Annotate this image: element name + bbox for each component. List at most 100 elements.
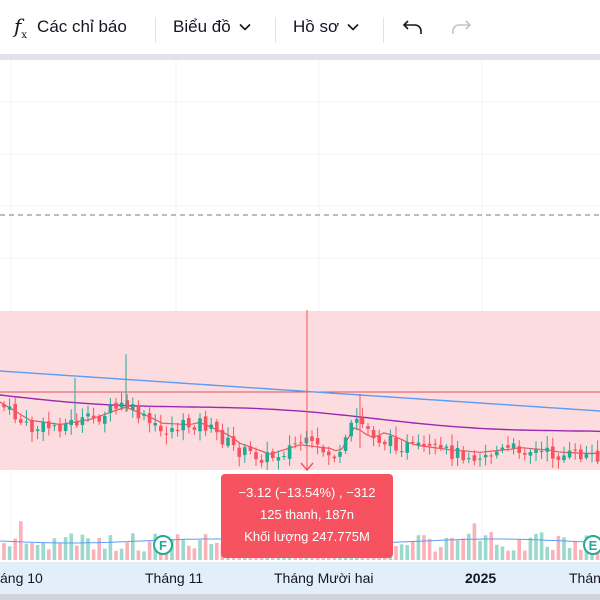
candle-body xyxy=(19,419,23,423)
candle-body xyxy=(343,437,348,451)
candle-body xyxy=(136,404,141,419)
candle-body xyxy=(293,443,297,445)
candle-body xyxy=(231,436,236,446)
candle-body xyxy=(282,455,286,457)
profile-dropdown[interactable]: Hồ sơ xyxy=(293,10,359,44)
volume-bar xyxy=(47,549,51,560)
volume-bar xyxy=(91,549,96,560)
volume-bar xyxy=(19,521,23,560)
volume-bar xyxy=(394,545,398,560)
candle-body xyxy=(63,423,68,432)
volume-bar xyxy=(506,550,510,560)
candle-body xyxy=(388,435,393,447)
volume-bar xyxy=(86,538,90,560)
profile-label: Hồ sơ xyxy=(293,17,340,36)
volume-bar xyxy=(103,548,107,560)
volume-bar xyxy=(511,550,516,560)
indicators-label: Các chỉ báo xyxy=(37,17,127,36)
candle-body xyxy=(416,442,421,446)
volume-bar xyxy=(562,537,566,560)
candle-body xyxy=(422,443,426,447)
volume-bar xyxy=(399,544,404,560)
candle-body xyxy=(203,416,208,431)
candle-body xyxy=(349,422,353,437)
candle-body xyxy=(315,438,320,445)
volume-bar xyxy=(41,542,45,560)
candle-body xyxy=(299,442,303,444)
candle-body xyxy=(439,444,443,448)
candle-body xyxy=(472,455,477,461)
candle-body xyxy=(327,451,331,456)
earnings-marker-e[interactable]: E xyxy=(583,535,600,555)
candle-body xyxy=(91,415,96,418)
candle-body xyxy=(243,447,247,456)
volume-bar xyxy=(534,533,538,560)
chart-type-label: Biểu đồ xyxy=(173,17,231,36)
chart-type-dropdown[interactable]: Biểu đồ xyxy=(173,10,251,44)
candle-body xyxy=(450,445,454,459)
volume-bar xyxy=(539,532,544,560)
measure-arrow-icon xyxy=(300,462,314,472)
candlesticks xyxy=(2,354,600,471)
candle-body xyxy=(534,449,538,453)
volume-bar xyxy=(63,537,68,560)
candle-body xyxy=(254,452,258,460)
candle-body xyxy=(455,447,460,458)
indicators-button[interactable]: fx Các chỉ báo xyxy=(14,10,127,44)
volume-bar xyxy=(52,538,57,560)
volume-bar xyxy=(467,533,471,560)
candle-body xyxy=(153,422,157,426)
candle-body xyxy=(142,413,146,416)
volume-bar xyxy=(136,550,141,560)
candle-body xyxy=(237,447,241,457)
candle-body xyxy=(506,445,510,448)
candle-body xyxy=(52,425,57,427)
candle-body xyxy=(80,417,85,426)
candle-body xyxy=(131,404,135,410)
redo-button[interactable] xyxy=(448,10,474,44)
volume-bar xyxy=(579,549,583,560)
candle-body xyxy=(215,421,219,433)
candle-body xyxy=(411,441,415,443)
volume-bar xyxy=(24,543,29,560)
candle-body xyxy=(175,429,180,432)
volume-bar xyxy=(478,540,482,560)
time-axis-label: Tháng Mười hai xyxy=(274,570,374,586)
volume-bar xyxy=(181,538,185,560)
candle-body xyxy=(467,458,471,460)
undo-button[interactable] xyxy=(400,10,426,44)
candle-body xyxy=(310,436,314,442)
time-axis-label: Tháng 11 xyxy=(145,570,204,586)
chevron-down-icon xyxy=(239,23,251,31)
candle-body xyxy=(405,442,409,453)
candle-body xyxy=(114,402,118,409)
candle-body xyxy=(523,453,527,455)
volume-bar xyxy=(483,535,488,560)
price-chart[interactable] xyxy=(0,60,600,562)
candle-body xyxy=(287,445,292,459)
volume-bar xyxy=(545,546,549,560)
candle-body xyxy=(355,419,359,423)
volume-bar xyxy=(114,550,118,560)
candle-body xyxy=(7,406,12,410)
slow-ma-line xyxy=(0,370,600,412)
volume-bar xyxy=(58,543,62,560)
earnings-marker-label: E xyxy=(588,537,598,553)
candle-body xyxy=(371,430,376,439)
candle-body xyxy=(551,446,555,459)
volume-bar xyxy=(461,538,465,560)
volume-bar xyxy=(215,542,219,560)
volume-bar xyxy=(2,543,6,560)
volume-bar xyxy=(125,542,129,560)
candle-body xyxy=(198,418,202,432)
time-axis-label: Tháng xyxy=(569,570,600,586)
volume-bar xyxy=(444,537,449,560)
fast-ma-line xyxy=(0,401,600,455)
candle-body xyxy=(248,446,253,451)
volume-bar xyxy=(495,544,499,560)
earnings-marker-f[interactable]: F xyxy=(153,535,173,555)
time-axis[interactable]: áng 10 Tháng 11 Tháng Mười hai 2025 Thán… xyxy=(0,562,600,594)
volume-bar xyxy=(523,550,527,560)
volume-bar xyxy=(147,541,152,560)
volume-bar xyxy=(198,540,202,560)
